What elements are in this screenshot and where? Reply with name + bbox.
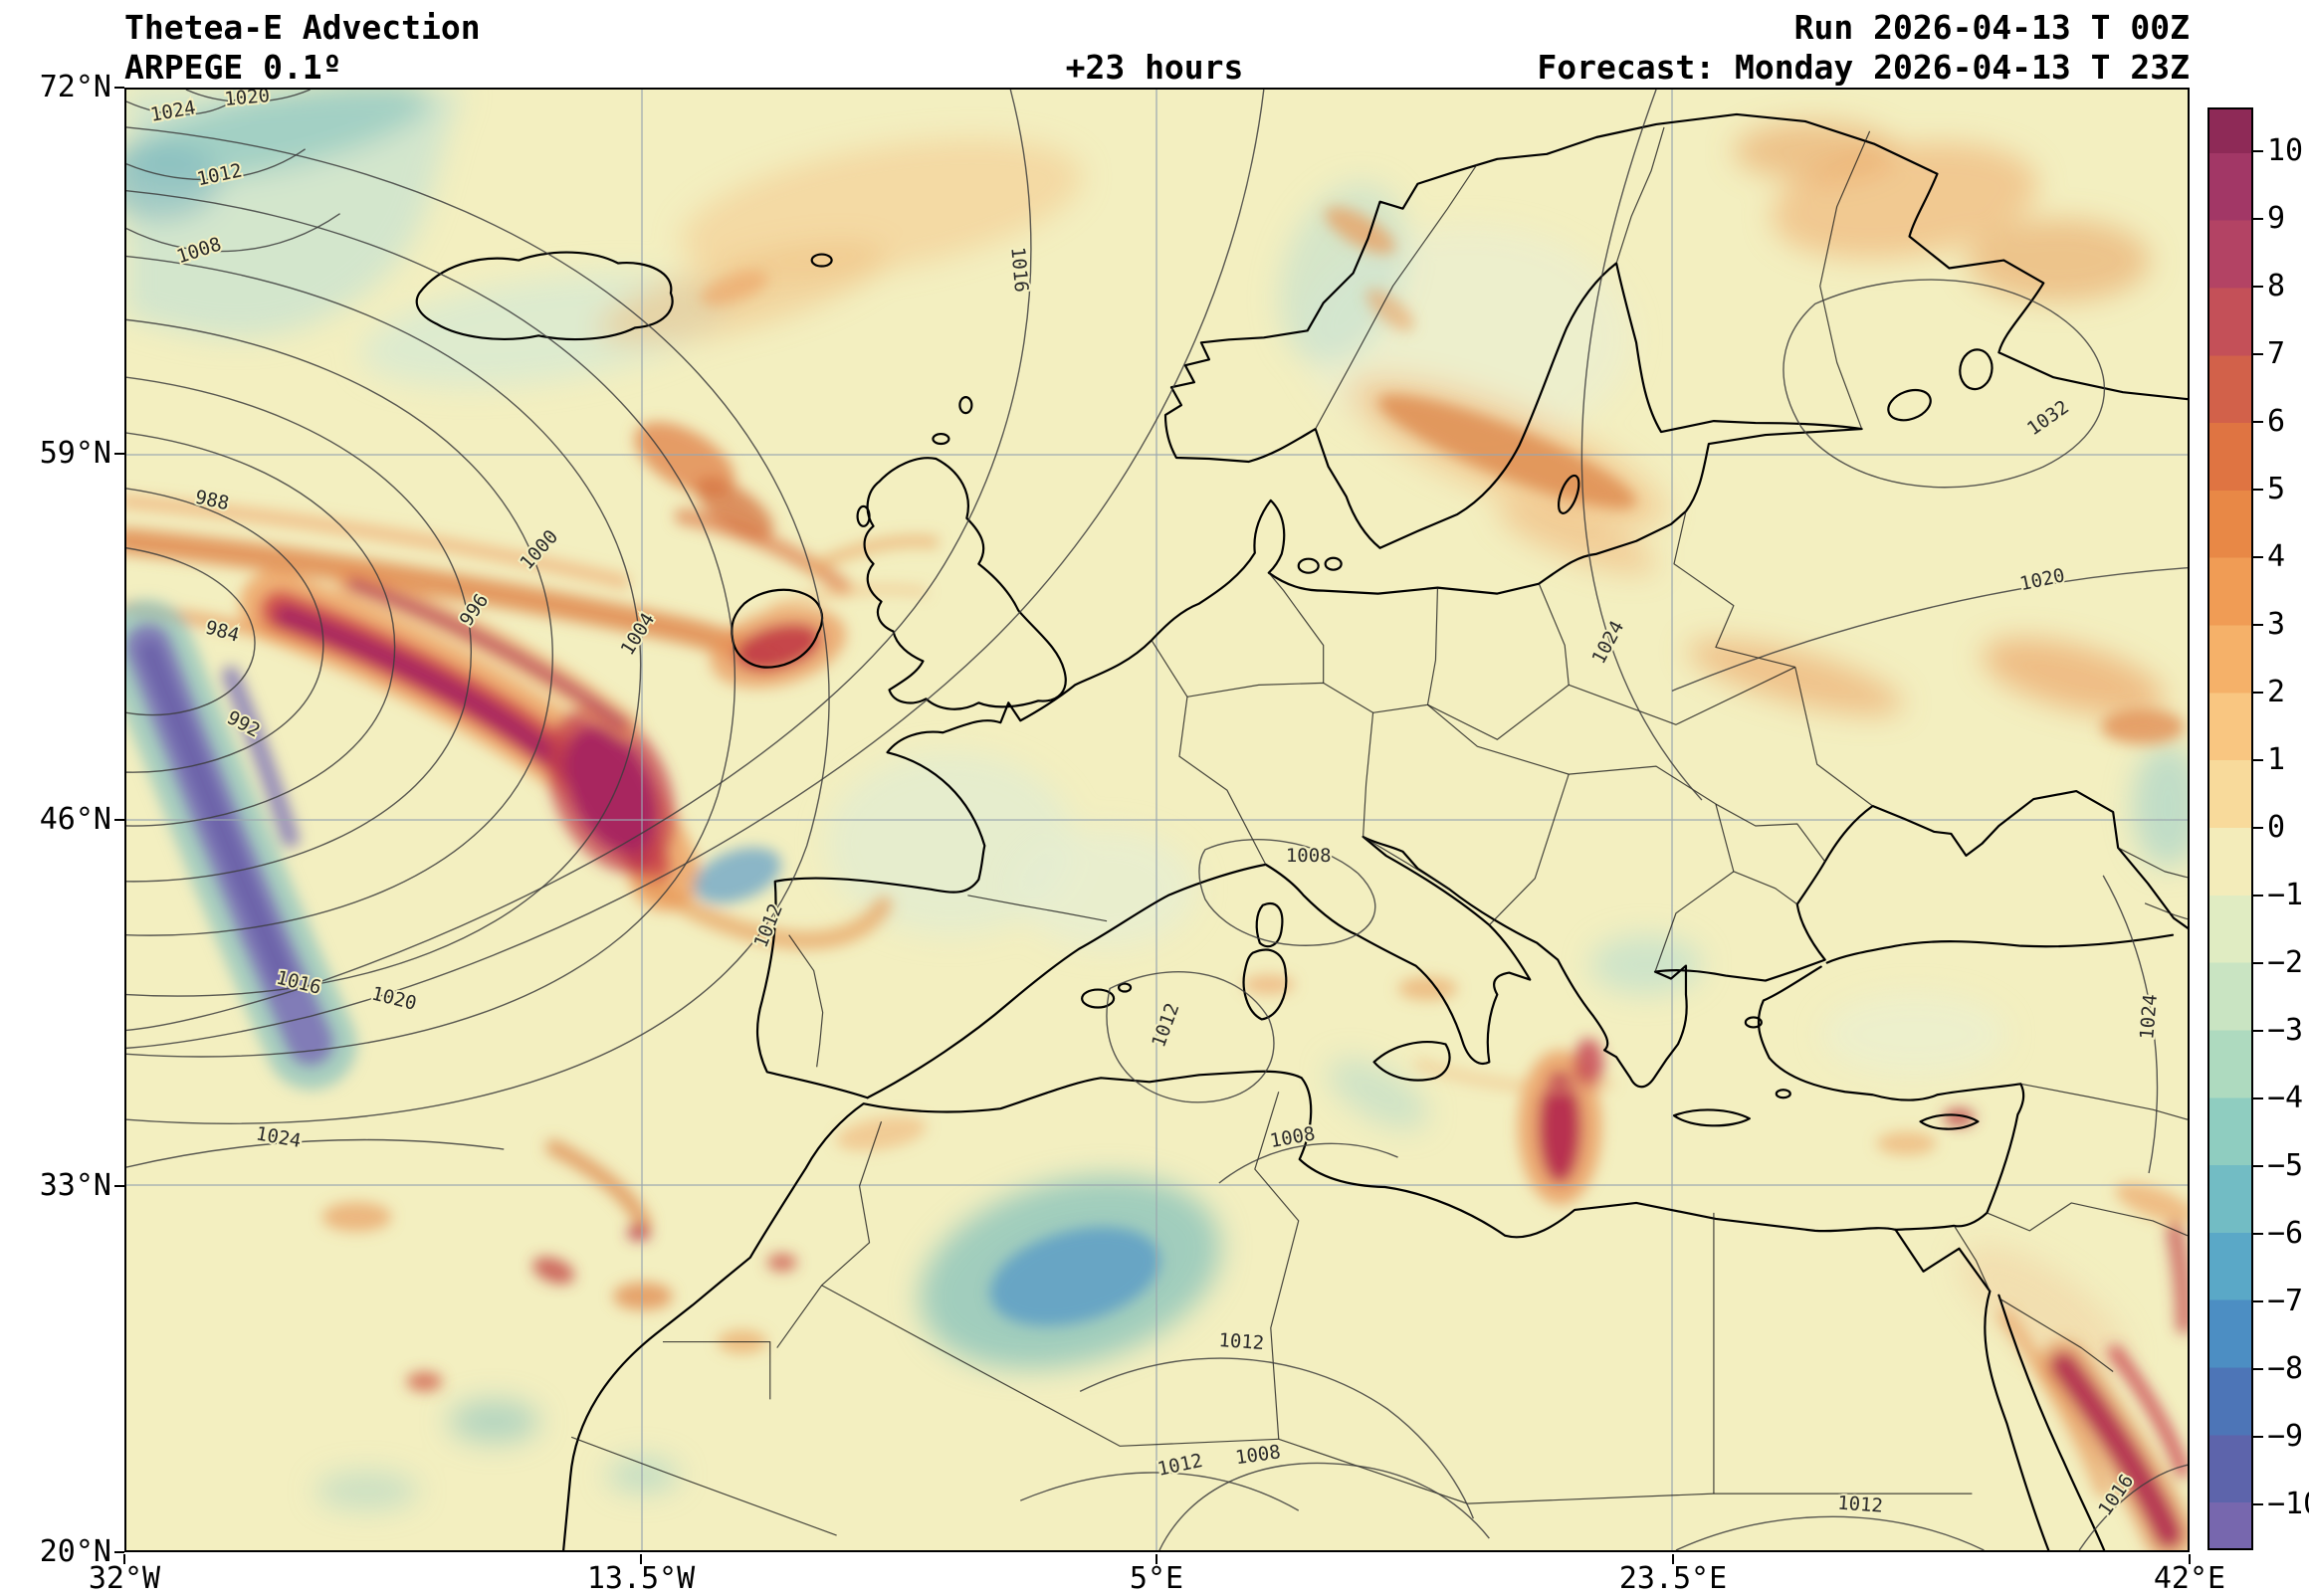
colorbar-tick-label: 2	[2267, 675, 2286, 709]
colorbar-tick-mark	[2253, 421, 2263, 423]
colorbar-tick-mark	[2253, 1368, 2263, 1370]
lon-tick-mark	[640, 1554, 642, 1564]
colorbar-tick-mark	[2253, 1097, 2263, 1099]
lon-tick-mark	[1155, 1554, 1157, 1564]
colorbar-tick-label: 6	[2267, 404, 2286, 439]
lat-tick-label: 59°N	[39, 436, 111, 471]
colorbar-tick-mark	[2253, 353, 2263, 355]
colorbar-tick-label: −4	[2267, 1081, 2304, 1115]
colorbar-tick-label: −7	[2267, 1284, 2304, 1318]
colorbar-tick-mark	[2253, 218, 2263, 220]
colorbar-tick-label: −10	[2267, 1487, 2309, 1521]
colorbar-tick-mark	[2253, 1436, 2263, 1438]
colorbar-tick-label: −3	[2267, 1013, 2304, 1048]
country-borders	[570, 126, 2188, 1536]
colorbar-tick-mark	[2253, 962, 2263, 964]
lon-tick-label: 5°E	[1129, 1561, 1184, 1596]
colorbar-tick-mark	[2253, 286, 2263, 288]
colorbar-tick-label: 5	[2267, 472, 2286, 506]
colorbar-tick-label: 7	[2267, 336, 2286, 371]
colorbar-tick-mark	[2253, 1165, 2263, 1167]
isobar-label: 1020	[224, 90, 271, 110]
lat-tick-mark	[114, 87, 124, 89]
chart-title: Thetea-E Advection	[124, 8, 481, 47]
lat-tick-mark	[114, 1185, 124, 1187]
colorbar-tick-label: 1	[2267, 742, 2286, 777]
colorbar-tick-label: −6	[2267, 1216, 2304, 1251]
colorbar-tick-mark	[2253, 556, 2263, 558]
isobar-label: 1016	[1006, 246, 1032, 293]
colorbar-tick-label: 9	[2267, 201, 2286, 236]
graticule	[126, 90, 2188, 1550]
lat-tick-label: 20°N	[39, 1534, 111, 1569]
lat-tick-label: 33°N	[39, 1168, 111, 1203]
colorbar-tick-label: 4	[2267, 539, 2286, 574]
colorbar-tick-label: −5	[2267, 1148, 2304, 1183]
lon-tick-label: 42°E	[2153, 1561, 2226, 1596]
colorbar-tick-mark	[2253, 489, 2263, 491]
colorbar-tick-label: −8	[2267, 1351, 2304, 1386]
lon-tick-label: 13.5°W	[586, 1561, 696, 1596]
lat-tick-label: 46°N	[39, 802, 111, 837]
colorbar-gradient	[2209, 109, 2251, 1548]
isobar-label: 1012	[1837, 1493, 1884, 1517]
isobar-contours	[126, 90, 2188, 1550]
colorbar-tick-mark	[2253, 1233, 2263, 1235]
colorbar-tick-mark	[2253, 895, 2263, 897]
lon-tick-mark	[1672, 1554, 1674, 1564]
colorbar-tick-mark	[2253, 759, 2263, 761]
colorbar-tick-label: 3	[2267, 607, 2286, 642]
colorbar-tick-mark	[2253, 692, 2263, 694]
colorbar-tick-label: −2	[2267, 945, 2304, 980]
lon-tick-mark	[2189, 1554, 2191, 1564]
lat-tick-mark	[114, 1551, 124, 1553]
lon-tick-label: 32°W	[88, 1561, 161, 1596]
lat-tick-label: 72°N	[39, 70, 111, 104]
colorbar-tick-mark	[2253, 1503, 2263, 1505]
run-label: Run 2026-04-13 T 00Z	[1793, 8, 2190, 47]
colorbar-tick-mark	[2253, 1300, 2263, 1302]
colorbar-tick-label: −1	[2267, 878, 2304, 912]
lat-tick-mark	[114, 453, 124, 455]
colorbar-tick-mark	[2253, 150, 2263, 152]
colorbar-tick-mark	[2253, 1030, 2263, 1032]
colorbar-tick-label: −9	[2267, 1419, 2304, 1454]
colorbar	[2207, 107, 2253, 1550]
lat-tick-mark	[114, 819, 124, 821]
model-label: ARPEGE 0.1º	[124, 48, 342, 87]
lead-time-label: +23 hours	[1065, 48, 1244, 87]
isobar-label: 1024	[2136, 993, 2162, 1040]
isobar-label: 1008	[1286, 845, 1332, 867]
map-plot-area: 1024 1020 1012 1008 1016 1000 996 992 988 984 1004…	[124, 88, 2190, 1552]
colorbar-tick-label: 0	[2267, 810, 2286, 845]
lon-tick-mark	[123, 1554, 125, 1564]
colorbar-tick-label: 8	[2267, 269, 2286, 303]
lon-tick-label: 23.5°E	[1618, 1561, 1728, 1596]
colorbar-tick-mark	[2253, 624, 2263, 626]
colorbar-tick-mark	[2253, 827, 2263, 829]
valid-time-label: Forecast: Monday 2026-04-13 T 23Z	[1537, 48, 2190, 87]
colorbar-tick-label: 10	[2267, 133, 2304, 168]
isobar-label: 1012	[1218, 1329, 1265, 1354]
